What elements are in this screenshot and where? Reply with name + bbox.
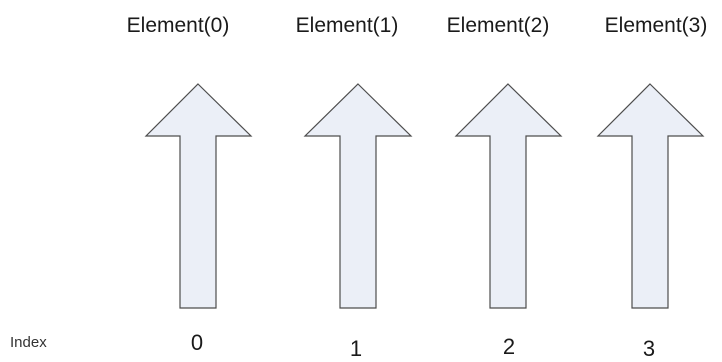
- index-value-1: 1: [349, 336, 363, 361]
- up-arrow-1: [303, 83, 413, 309]
- element-label-2: Element(2): [446, 14, 550, 37]
- index-label: Index: [10, 334, 47, 351]
- element-label-0: Element(0): [126, 14, 230, 37]
- index-value-2: 2: [502, 334, 516, 359]
- element-label-3: Element(3): [604, 14, 708, 37]
- up-arrow-0: [144, 83, 253, 309]
- element-label-1: Element(1): [295, 14, 399, 37]
- up-arrow-3: [596, 83, 705, 309]
- index-value-0: 0: [190, 330, 204, 355]
- up-arrow-2: [454, 83, 563, 309]
- index-value-3: 3: [642, 336, 656, 361]
